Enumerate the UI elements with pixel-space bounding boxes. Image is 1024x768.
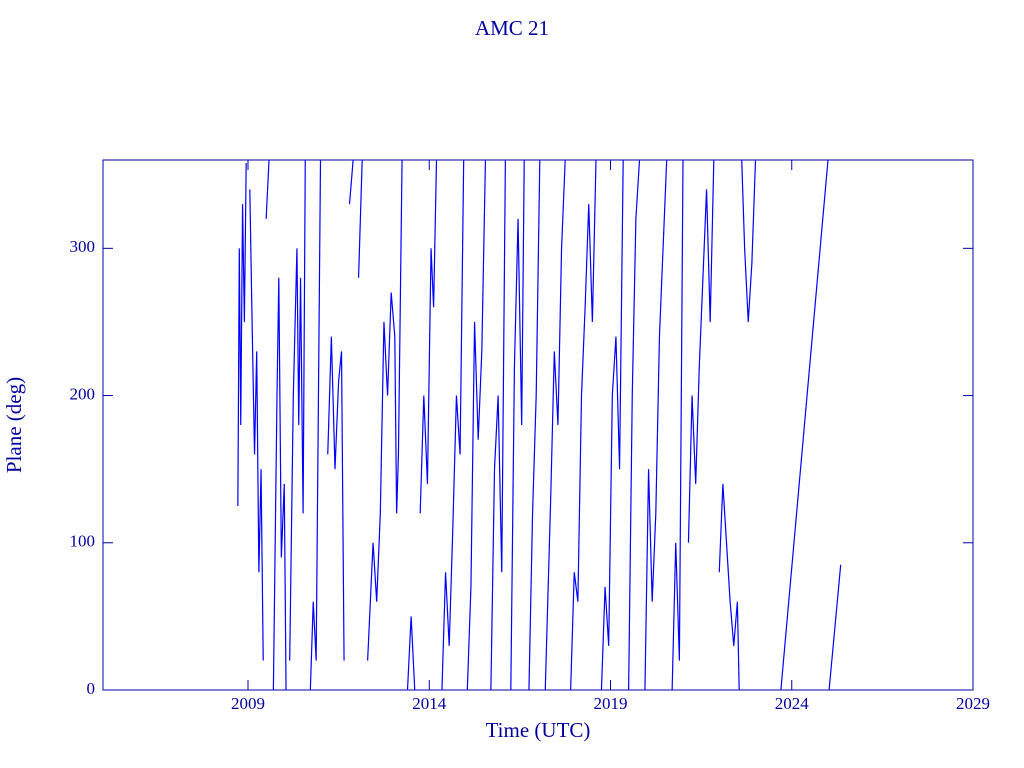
x-tick-label: 2024: [775, 694, 810, 713]
y-axis-label: Plane (deg): [2, 377, 26, 473]
y-tick-label: 100: [70, 532, 96, 551]
y-tick-label: 200: [70, 384, 96, 403]
x-tick-label: 2029: [956, 694, 990, 713]
chart-title: AMC 21: [475, 16, 549, 40]
x-axis-label: Time (UTC): [486, 718, 591, 742]
x-tick-label: 2009: [231, 694, 265, 713]
x-tick-label: 2019: [594, 694, 628, 713]
y-tick-label: 300: [70, 237, 96, 256]
data-line: [237, 159, 842, 691]
plot-frame: [102, 159, 974, 691]
x-tick-label: 2014: [412, 694, 447, 713]
y-tick-label: 0: [87, 679, 96, 698]
